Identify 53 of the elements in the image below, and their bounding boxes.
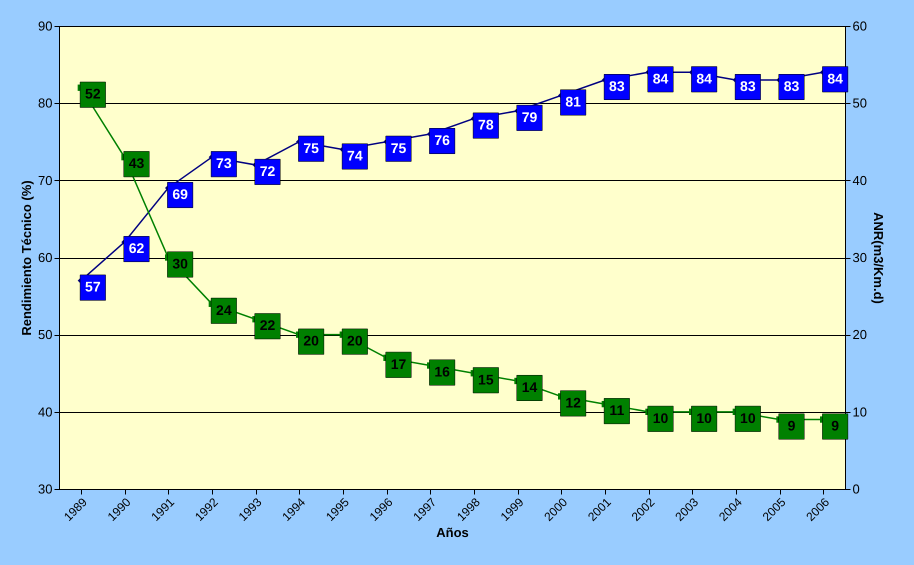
y2-tick-label: 10 — [852, 404, 867, 420]
data-label: 14 — [522, 378, 538, 395]
y-tick-label: 70 — [38, 172, 52, 188]
data-label: 12 — [565, 394, 582, 410]
y-tick-label: 80 — [38, 96, 52, 111]
y-tick-label: 90 — [38, 18, 52, 34]
data-label: 22 — [260, 317, 276, 334]
data-label: 78 — [478, 116, 494, 133]
data-label: 79 — [522, 108, 538, 125]
y-tick-label: 40 — [38, 404, 52, 420]
data-label: 24 — [216, 302, 232, 318]
data-label: 81 — [565, 93, 582, 110]
data-label: 10 — [696, 410, 712, 426]
data-label: 17 — [390, 356, 406, 372]
data-label: 57 — [85, 278, 101, 295]
data-label: 30 — [172, 256, 188, 272]
data-label: 62 — [128, 240, 144, 256]
data-label: 72 — [260, 162, 276, 179]
data-label: 83 — [609, 78, 625, 94]
data-label: 75 — [390, 140, 406, 156]
y2-tick-label: 50 — [852, 96, 867, 111]
data-label: 83 — [784, 78, 800, 94]
y2-tick-label: 20 — [852, 327, 867, 342]
y2-tick-label: 30 — [852, 250, 867, 265]
y-tick-label: 50 — [38, 327, 52, 342]
data-label: 69 — [172, 186, 188, 202]
data-label: 83 — [740, 78, 756, 94]
data-label: 84 — [827, 70, 844, 86]
data-label: 10 — [740, 410, 756, 426]
y2-axis-title: ANR(m3/Km.d) — [870, 212, 886, 304]
data-label: 20 — [347, 332, 363, 349]
y2-tick-label: 60 — [852, 18, 867, 34]
data-label: 9 — [788, 418, 796, 434]
data-label: 10 — [652, 410, 668, 426]
data-label: 9 — [831, 418, 840, 434]
y-tick-label: 60 — [38, 250, 52, 265]
data-label: 84 — [696, 70, 712, 86]
data-label: 52 — [85, 86, 101, 102]
data-label: 43 — [128, 155, 144, 172]
data-label: 74 — [347, 147, 363, 164]
data-label: 15 — [478, 371, 494, 388]
data-label: 73 — [216, 155, 232, 172]
y2-tick-label: 40 — [852, 172, 867, 188]
y2-tick-label: 0 — [852, 482, 860, 496]
data-label: 16 — [434, 364, 450, 380]
data-label: 75 — [303, 140, 320, 156]
y-tick-label: 30 — [38, 482, 52, 496]
data-label: 11 — [609, 402, 624, 418]
y-axis-title: Rendimiento Técnico (%) — [19, 180, 34, 336]
data-label: 84 — [652, 70, 668, 86]
data-label: 76 — [434, 132, 450, 148]
data-label: 20 — [303, 332, 320, 349]
x-axis-title: Años — [436, 525, 469, 540]
